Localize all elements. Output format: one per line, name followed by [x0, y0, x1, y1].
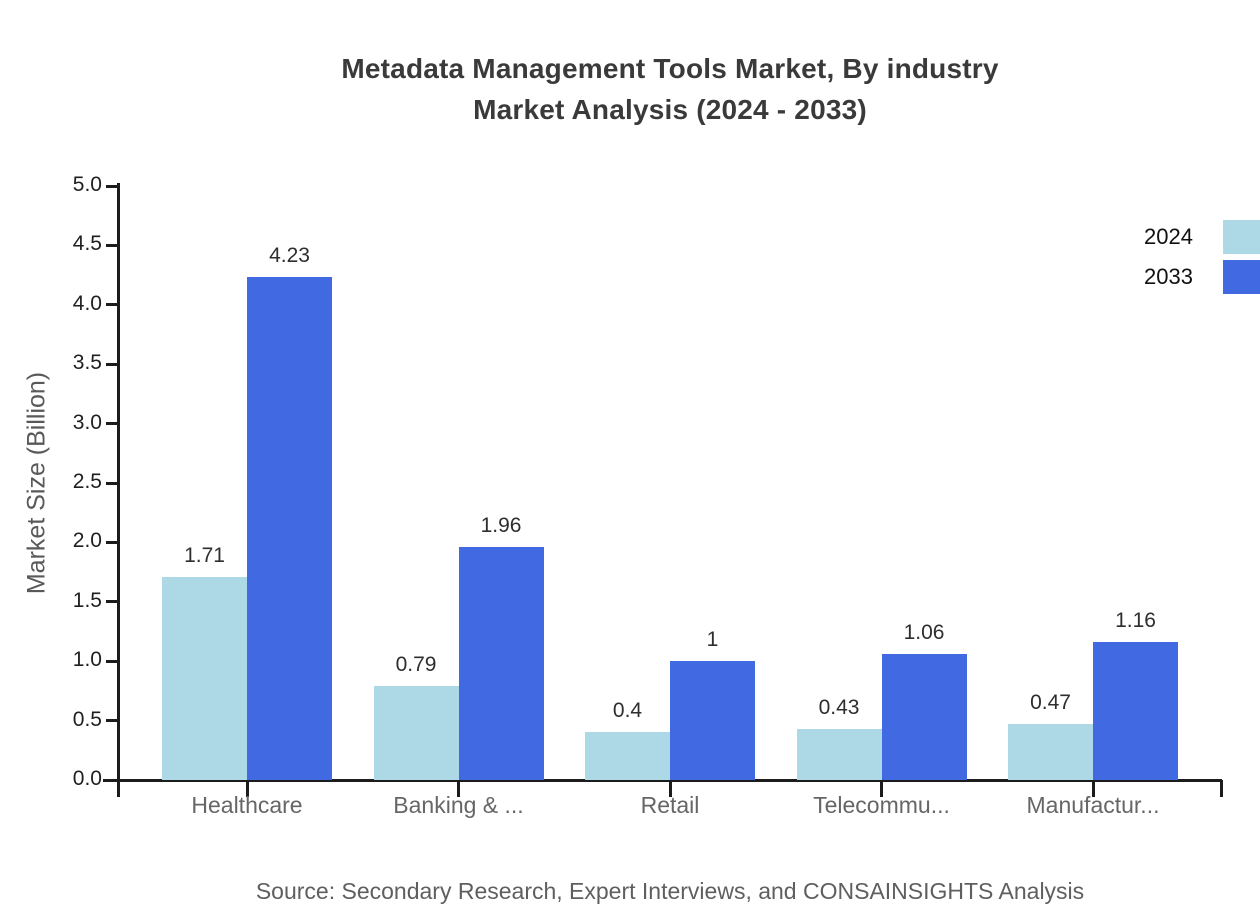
- legend-swatch-2024: [1223, 220, 1260, 254]
- x-axis-category-label: Manufactur...: [1026, 792, 1160, 818]
- y-axis-tick: [106, 540, 119, 544]
- bar-value-label: 4.23: [269, 244, 310, 268]
- legend-item-2024[interactable]: 2024: [1144, 220, 1260, 254]
- bar-value-label: 1: [706, 628, 719, 652]
- chart-title-line-1: Metadata Management Tools Market, By ind…: [341, 53, 999, 84]
- y-axis-tick: [106, 778, 119, 782]
- y-axis-tick-label: 0.5: [72, 707, 102, 731]
- bar-2033-telecommu[interactable]: [881, 654, 967, 780]
- x-axis-tick: [457, 780, 460, 797]
- bar-value-label: 1.96: [480, 514, 522, 538]
- x-axis-tick: [1091, 780, 1095, 797]
- x-axis-category-label: Healthcare: [191, 792, 303, 818]
- y-axis-tick: [106, 303, 119, 307]
- bar-2024-telecommu[interactable]: [796, 728, 882, 780]
- y-axis-tick: [106, 481, 119, 485]
- x-axis-tick: [668, 780, 672, 797]
- bar-value-label: 1.16: [1115, 609, 1156, 633]
- y-axis-tick-label: 1.5: [72, 588, 102, 612]
- y-axis-tick-label: 2.0: [72, 529, 102, 553]
- bar-value-label: 0.47: [1030, 691, 1071, 715]
- y-axis-tick: [106, 422, 119, 426]
- bar-2024-healthcare[interactable]: [162, 576, 247, 780]
- y-axis-tick: [106, 659, 119, 663]
- y-axis-tick: [106, 362, 119, 366]
- legend-item-2033[interactable]: 2033: [1144, 260, 1260, 294]
- chart-title: Metadata Management Tools Market, By ind…: [80, 48, 1260, 130]
- y-axis-tick-label: 5.0: [72, 173, 102, 196]
- y-axis-tick-label: 3.5: [72, 351, 102, 375]
- bar-value-label: 1.71: [184, 543, 225, 567]
- x-axis-tick: [1220, 780, 1223, 797]
- bar-2024-banking[interactable]: [373, 686, 459, 780]
- bar-2024-retail[interactable]: [585, 732, 670, 780]
- x-axis-category-label: Retail: [640, 792, 700, 818]
- y-axis-tick-label: 0.0: [72, 767, 102, 790]
- y-axis-tick: [106, 719, 119, 723]
- chart-title-line-2: Market Analysis (2024 - 2033): [473, 94, 867, 125]
- chart-legend: 2024 2033: [1144, 220, 1260, 294]
- bar-value-label: 0.79: [395, 653, 437, 677]
- y-axis-tick-label: 1.0: [72, 648, 102, 672]
- y-axis-line: [117, 183, 120, 797]
- bar-2033-banking[interactable]: [458, 547, 544, 780]
- source-note: Source: Secondary Research, Expert Inter…: [255, 878, 1085, 904]
- y-axis-tick-label: 4.0: [72, 291, 102, 315]
- bar-2033-healthcare[interactable]: [247, 277, 332, 780]
- y-axis-tick: [106, 184, 119, 188]
- legend-label-2033: 2033: [1144, 264, 1193, 289]
- y-axis-tick: [106, 243, 119, 247]
- x-axis-line: [103, 779, 1222, 782]
- x-axis-category-label: Banking & ...: [393, 792, 524, 818]
- x-axis-tick: [880, 780, 883, 797]
- legend-label-2024: 2024: [1144, 224, 1193, 249]
- x-axis-category-label: Telecommu...: [813, 792, 950, 818]
- bar-value-label: 0.43: [818, 695, 860, 719]
- y-axis-tick-label: 4.5: [72, 232, 102, 256]
- x-axis-tick: [245, 780, 249, 797]
- bar-2024-manufactur[interactable]: [1008, 724, 1093, 780]
- bar-2033-manufactur[interactable]: [1093, 642, 1178, 780]
- bar-value-label: 0.4: [612, 699, 643, 723]
- y-axis-tick: [106, 600, 119, 604]
- bar-2033-retail[interactable]: [670, 661, 755, 780]
- y-axis-tick-label: 2.5: [72, 470, 102, 493]
- legend-swatch-2033: [1223, 260, 1260, 294]
- y-axis-tick-label: 3.0: [72, 410, 102, 434]
- bar-value-label: 1.06: [903, 621, 945, 645]
